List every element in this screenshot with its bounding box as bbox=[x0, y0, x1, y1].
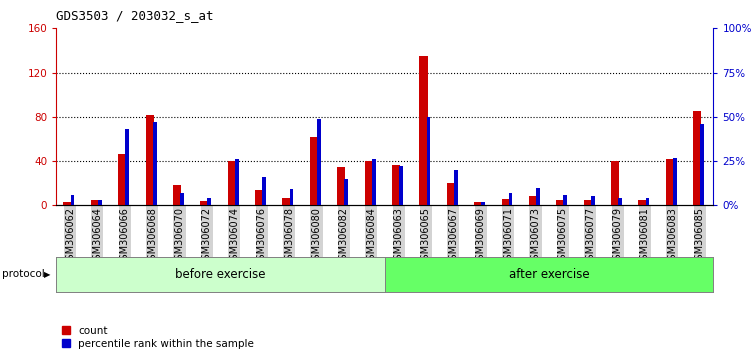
Bar bbox=[618, 198, 622, 205]
Bar bbox=[392, 166, 400, 205]
Bar bbox=[152, 122, 156, 205]
Bar bbox=[399, 166, 403, 205]
Bar bbox=[173, 185, 181, 205]
Bar bbox=[63, 202, 71, 205]
Bar bbox=[180, 193, 184, 205]
Text: protocol: protocol bbox=[2, 269, 44, 279]
Text: ▶: ▶ bbox=[44, 270, 50, 279]
Bar bbox=[317, 119, 321, 205]
Bar bbox=[125, 129, 129, 205]
Bar bbox=[638, 200, 647, 205]
Bar bbox=[98, 200, 102, 205]
Bar bbox=[255, 190, 264, 205]
Bar bbox=[591, 196, 595, 205]
Bar bbox=[365, 161, 372, 205]
Bar bbox=[201, 201, 209, 205]
Bar bbox=[337, 167, 345, 205]
Bar bbox=[481, 202, 485, 205]
Bar bbox=[556, 200, 565, 205]
Bar bbox=[282, 198, 291, 205]
Bar bbox=[454, 170, 457, 205]
Bar bbox=[474, 202, 482, 205]
Bar bbox=[207, 198, 211, 205]
Bar bbox=[228, 161, 236, 205]
Bar bbox=[666, 159, 674, 205]
Bar bbox=[700, 124, 704, 205]
Bar bbox=[673, 158, 677, 205]
Bar bbox=[419, 56, 427, 205]
Bar bbox=[118, 154, 126, 205]
Bar bbox=[502, 199, 510, 205]
Bar bbox=[427, 117, 430, 205]
Text: GDS3503 / 203032_s_at: GDS3503 / 203032_s_at bbox=[56, 9, 214, 22]
Bar bbox=[611, 161, 620, 205]
Bar bbox=[290, 189, 294, 205]
Bar bbox=[584, 200, 592, 205]
Bar bbox=[310, 137, 318, 205]
Bar bbox=[372, 159, 376, 205]
Bar bbox=[536, 188, 540, 205]
Bar bbox=[508, 193, 512, 205]
Bar bbox=[71, 195, 74, 205]
Bar bbox=[146, 115, 154, 205]
Bar bbox=[235, 159, 239, 205]
Bar bbox=[262, 177, 266, 205]
Bar bbox=[646, 198, 650, 205]
Bar bbox=[91, 200, 99, 205]
Bar bbox=[447, 183, 455, 205]
Legend: count, percentile rank within the sample: count, percentile rank within the sample bbox=[62, 326, 254, 349]
Bar bbox=[563, 195, 567, 205]
Text: before exercise: before exercise bbox=[175, 268, 266, 281]
Bar bbox=[529, 196, 537, 205]
Bar bbox=[693, 111, 701, 205]
Text: after exercise: after exercise bbox=[509, 268, 590, 281]
Bar bbox=[345, 179, 348, 205]
